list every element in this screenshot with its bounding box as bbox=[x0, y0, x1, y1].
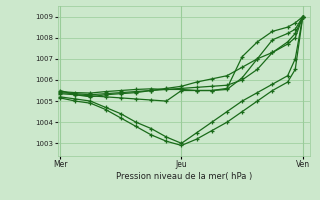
X-axis label: Pression niveau de la mer( hPa ): Pression niveau de la mer( hPa ) bbox=[116, 172, 252, 181]
